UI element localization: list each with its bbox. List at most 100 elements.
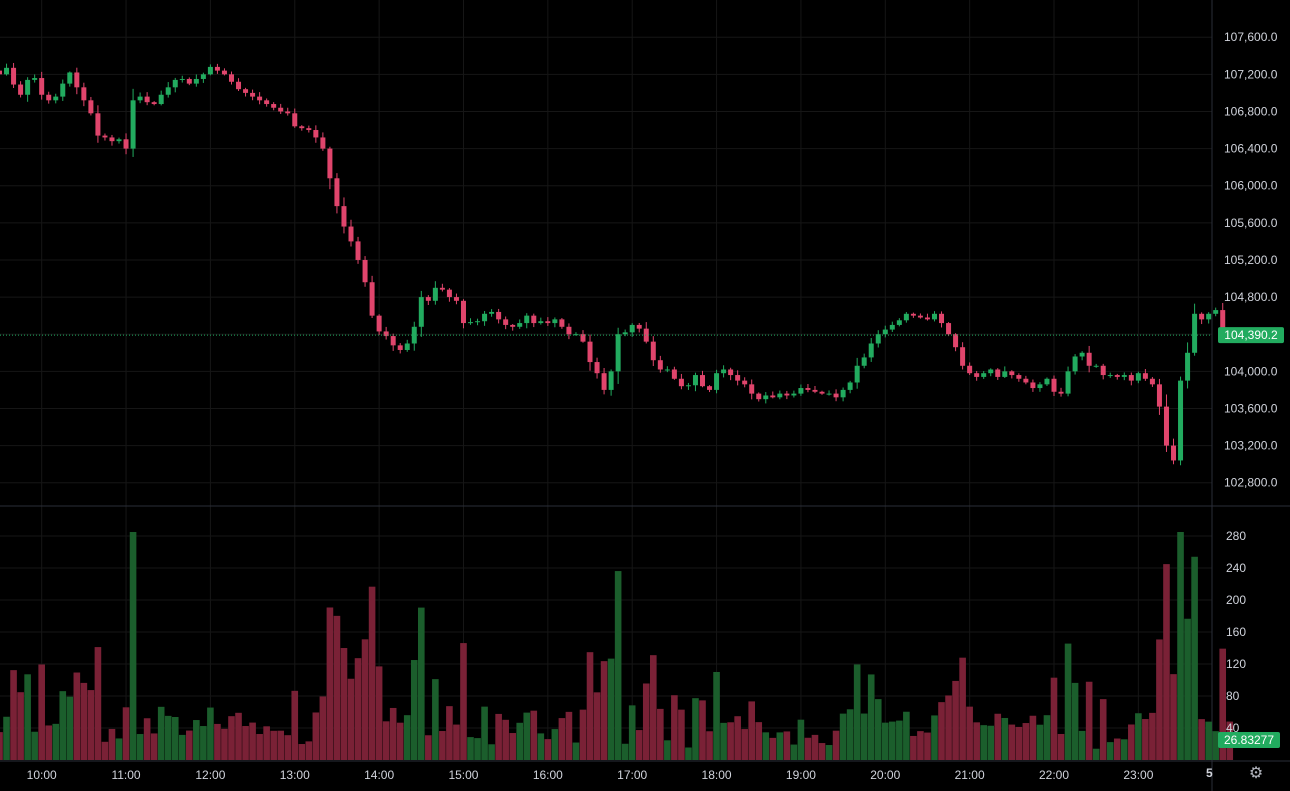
candle[interactable] (362, 256, 368, 287)
candle[interactable] (102, 133, 108, 141)
candle[interactable] (390, 333, 396, 351)
candle[interactable] (615, 327, 621, 384)
candle[interactable] (95, 105, 101, 143)
candle[interactable] (1002, 366, 1008, 378)
candle[interactable] (1009, 370, 1015, 379)
volume-bars[interactable] (0, 532, 1234, 760)
candle[interactable] (1072, 354, 1078, 375)
candle[interactable] (186, 77, 192, 86)
candle[interactable] (348, 219, 354, 247)
candle[interactable] (538, 317, 544, 325)
candle[interactable] (805, 383, 811, 393)
candle[interactable] (1079, 351, 1085, 361)
candle[interactable] (875, 330, 881, 348)
candle[interactable] (791, 390, 797, 398)
candle[interactable] (236, 78, 242, 92)
candle[interactable] (355, 236, 361, 264)
candle[interactable] (81, 82, 87, 107)
candle[interactable] (1030, 379, 1036, 392)
candle[interactable] (608, 369, 614, 396)
candle[interactable] (1135, 371, 1141, 384)
candle[interactable] (1156, 378, 1162, 415)
candle[interactable] (552, 317, 558, 328)
candle[interactable] (1023, 375, 1029, 385)
candle[interactable] (671, 366, 677, 380)
candle[interactable] (657, 355, 663, 373)
candle[interactable] (601, 367, 607, 395)
candle[interactable] (580, 330, 586, 343)
candle[interactable] (123, 133, 129, 155)
candle[interactable] (193, 74, 199, 87)
candle[interactable] (383, 326, 389, 340)
price-axis[interactable]: 107,600.0 107,200.0 106,800.0 106,400.0 106,… (1224, 30, 1278, 490)
candle[interactable] (1142, 369, 1148, 381)
candle[interactable] (1178, 376, 1184, 466)
candle[interactable] (453, 293, 459, 305)
candle[interactable] (854, 357, 860, 389)
candle[interactable] (974, 370, 980, 381)
candle[interactable] (735, 370, 741, 386)
candle[interactable] (643, 322, 649, 344)
candle[interactable] (763, 392, 769, 404)
candle[interactable] (692, 372, 698, 392)
candle[interactable] (482, 311, 488, 326)
candle[interactable] (1206, 312, 1212, 324)
candle[interactable] (489, 309, 495, 317)
candle[interactable] (594, 357, 600, 379)
candle[interactable] (953, 333, 959, 352)
candle[interactable] (299, 125, 305, 131)
candle[interactable] (1213, 307, 1219, 317)
candle[interactable] (910, 312, 916, 318)
candle[interactable] (678, 373, 684, 390)
candle[interactable] (1051, 375, 1057, 396)
candle[interactable] (214, 63, 220, 74)
candle[interactable] (271, 102, 277, 111)
candle[interactable] (524, 313, 530, 329)
candle[interactable] (116, 137, 122, 144)
candle[interactable] (1114, 373, 1120, 380)
candle[interactable] (819, 390, 825, 395)
candle[interactable] (200, 72, 206, 83)
candle[interactable] (981, 371, 987, 379)
candle[interactable] (460, 299, 466, 329)
candle[interactable] (172, 77, 178, 93)
candle[interactable] (714, 369, 720, 394)
candle[interactable] (861, 353, 867, 369)
candle[interactable] (88, 96, 94, 116)
candle[interactable] (25, 77, 31, 102)
candle[interactable] (221, 68, 227, 76)
candle[interactable] (1093, 363, 1099, 368)
candle[interactable] (39, 71, 45, 100)
candle[interactable] (1065, 366, 1071, 397)
candle[interactable] (425, 295, 431, 305)
candle[interactable] (257, 92, 263, 105)
candle[interactable] (833, 389, 839, 402)
candle[interactable] (11, 62, 17, 89)
candle[interactable] (728, 367, 734, 381)
candle[interactable] (931, 311, 937, 322)
candle[interactable] (397, 343, 403, 354)
interval-label[interactable]: 5 (1206, 766, 1213, 780)
candle[interactable] (151, 101, 157, 106)
candle[interactable] (1121, 372, 1127, 381)
candle[interactable] (840, 387, 846, 402)
candle[interactable] (1149, 377, 1155, 387)
candle[interactable] (700, 370, 705, 388)
candle[interactable] (446, 288, 452, 302)
candle[interactable] (306, 125, 312, 133)
candle[interactable] (334, 173, 340, 214)
candle[interactable] (1086, 345, 1092, 373)
candle[interactable] (917, 313, 923, 319)
candle[interactable] (847, 380, 853, 394)
candle[interactable] (573, 332, 579, 336)
candle[interactable] (1037, 382, 1043, 392)
candle[interactable] (770, 391, 776, 399)
candle[interactable] (545, 317, 551, 326)
candle[interactable] (777, 390, 783, 400)
candle[interactable] (1192, 303, 1198, 356)
candle[interactable] (896, 318, 902, 327)
candles[interactable] (0, 62, 1233, 466)
candle[interactable] (664, 366, 670, 373)
candle[interactable] (432, 281, 438, 305)
